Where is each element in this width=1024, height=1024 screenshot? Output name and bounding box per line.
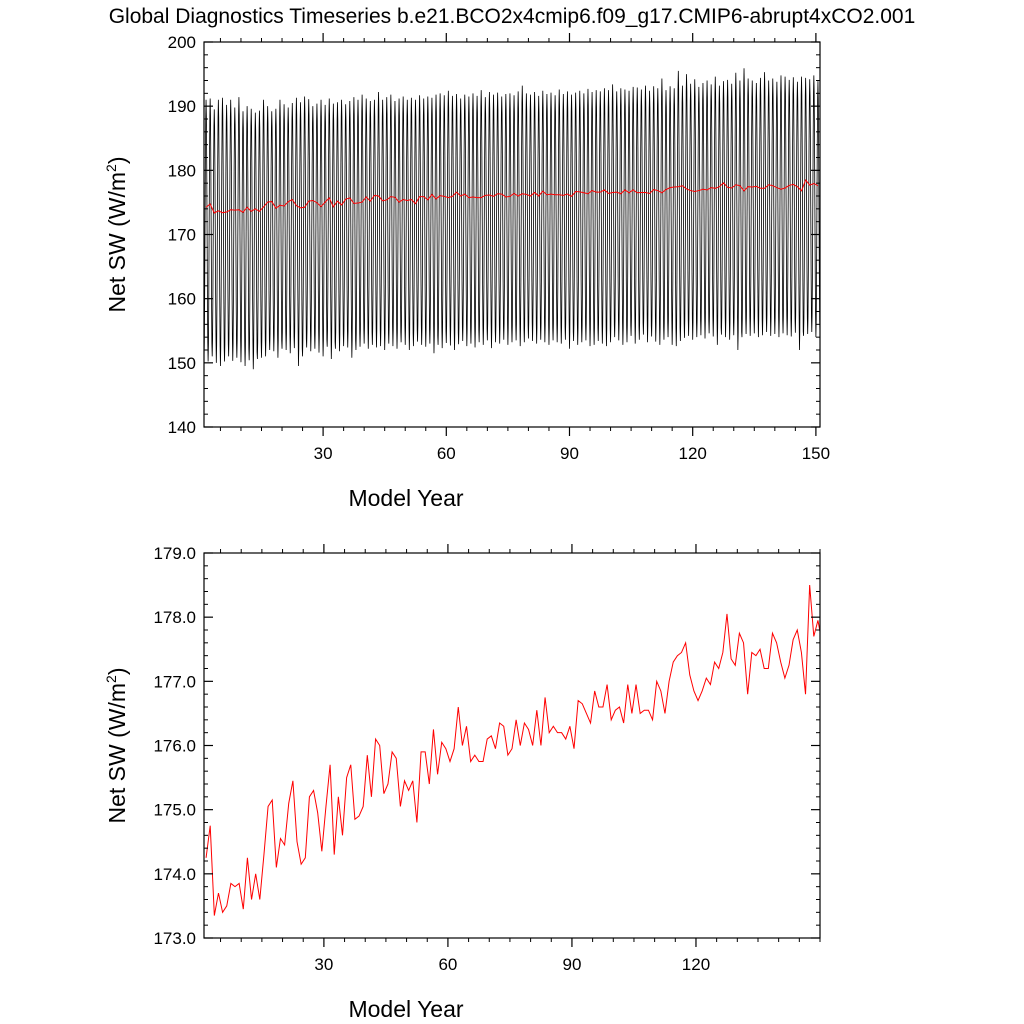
p1-y-axis-label: Net SW (W/m2) [103, 667, 130, 823]
p1-ytick-label: 175.0 [153, 801, 196, 820]
p0-y-axis-label: Net SW (W/m2) [103, 156, 130, 312]
p0-series-annual-line [205, 178, 819, 214]
p1-ytick-label: 174.0 [153, 865, 196, 884]
p1-xtick-label: 120 [682, 955, 710, 974]
p0-ytick-label: 160 [168, 290, 196, 309]
p1-xtick-label: 60 [438, 955, 457, 974]
p0-xtick-label: 30 [314, 444, 333, 463]
p1-x-axis-label: Model Year [348, 996, 463, 1022]
p1-ytick-label: 173.0 [153, 929, 196, 948]
p0-ytick-label: 190 [168, 97, 196, 116]
p0-x-axis-label: Model Year [348, 485, 463, 511]
p0-xtick-label: 120 [679, 444, 707, 463]
p0-ytick-label: 180 [168, 161, 196, 180]
p1-ytick-label: 177.0 [153, 672, 196, 691]
p1-ytick-label: 178.0 [153, 608, 196, 627]
p1-xtick-label: 90 [562, 955, 581, 974]
p0-ytick-label: 170 [168, 226, 196, 245]
p0-xtick-label: 60 [437, 444, 456, 463]
p0-ytick-label: 150 [168, 354, 196, 373]
panel-top: 140 150 160 170 180 190 200 30 60 90 120 150 Model Y… [103, 33, 830, 511]
p0-ytick-label: 140 [168, 418, 196, 437]
p1-xtick-label: 30 [314, 955, 333, 974]
p1-ytick-label: 179.0 [153, 544, 196, 563]
figure-title: Global Diagnostics Timeseries b.e21.BCO2… [109, 5, 916, 28]
p1-ytick-label: 176.0 [153, 737, 196, 756]
p0-series-monthly-line [203, 68, 821, 370]
p0-xtick-label: 90 [560, 444, 579, 463]
p0-xtick-label: 150 [802, 444, 830, 463]
panel-bottom: 173.0 174.0 175.0 176.0 177.0 178.0 179.0 30 60 9… [103, 544, 821, 1022]
p0-ytick-label: 200 [168, 33, 196, 52]
p1-series-annual-line [205, 585, 820, 916]
